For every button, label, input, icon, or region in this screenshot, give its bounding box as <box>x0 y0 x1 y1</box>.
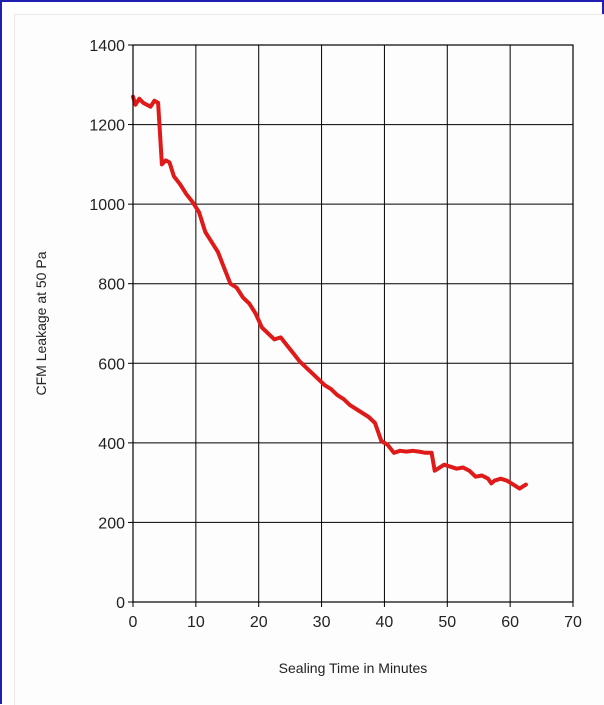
grid-lines <box>128 44 574 607</box>
y-tick-label: 800 <box>98 277 125 294</box>
x-axis-title: Sealing Time in Minutes <box>279 660 428 676</box>
y-tick-label: 200 <box>98 515 125 532</box>
x-tick-label: 50 <box>438 614 456 631</box>
y-tick-label: 0 <box>116 595 125 612</box>
y-tick-label: 600 <box>98 356 125 373</box>
x-tick-label: 10 <box>187 614 205 631</box>
series-line <box>131 94 528 491</box>
y-tick-label: 400 <box>98 436 125 453</box>
plot-area-border <box>132 44 574 603</box>
series-lines <box>131 94 528 491</box>
y-tick-label: 1400 <box>89 38 125 55</box>
y-tick-labels: 0 200 400 600 800 1000 1200 1400 <box>89 38 125 612</box>
x-tick-label: 70 <box>564 614 582 631</box>
x-tick-label: 60 <box>501 614 519 631</box>
y-tick-label: 1200 <box>89 118 125 135</box>
y-tick-label: 1000 <box>89 197 125 214</box>
y-axis-title: CFM Leakage at 50 Pa <box>33 251 49 395</box>
x-tick-label: 0 <box>129 614 138 631</box>
x-tick-label: 30 <box>313 614 331 631</box>
chart-panel <box>14 14 604 705</box>
x-tick-label: 20 <box>250 614 268 631</box>
x-tick-labels: 0 10 20 30 40 50 60 70 <box>129 614 582 631</box>
x-tick-label: 40 <box>376 614 394 631</box>
